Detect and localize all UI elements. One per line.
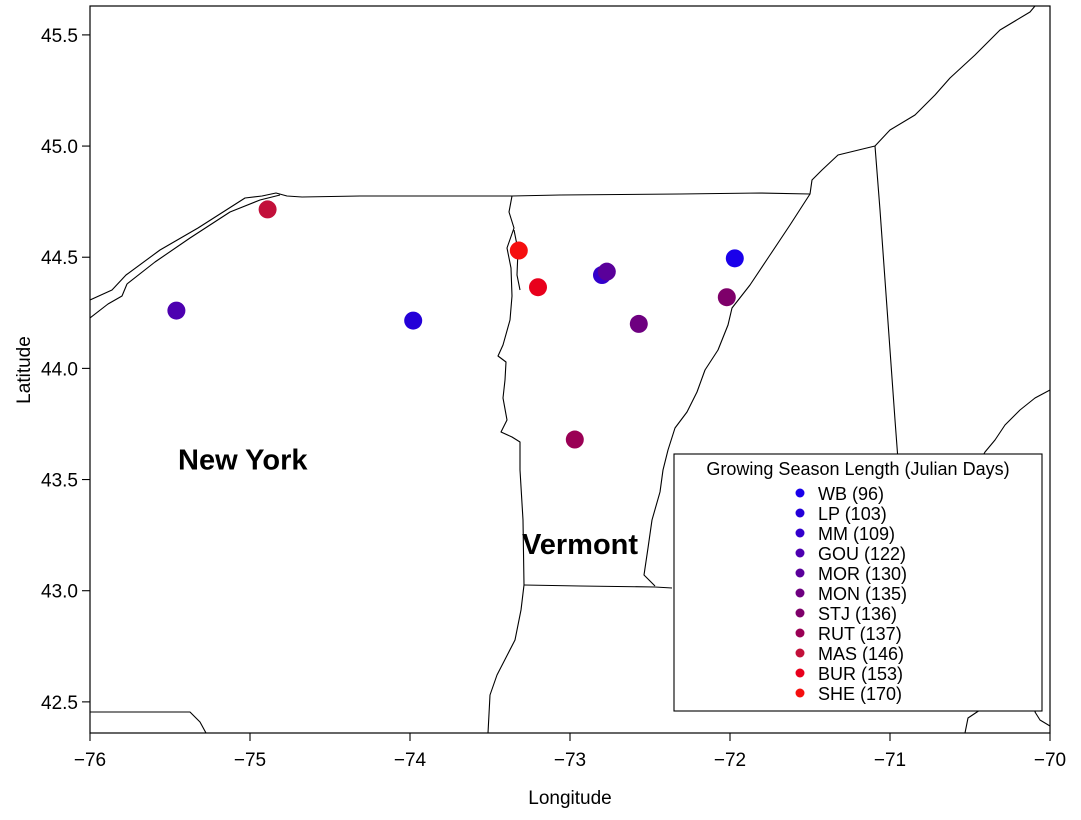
legend-marker xyxy=(795,648,805,658)
us-canada-border xyxy=(90,6,1036,301)
legend-label: MAS (146) xyxy=(818,644,904,664)
y-axis-title: Latitude xyxy=(14,336,35,404)
map-boundaries xyxy=(90,6,1050,733)
ny-vt-border xyxy=(487,195,525,733)
station-point xyxy=(629,314,648,333)
x-axis-title: Longitude xyxy=(528,788,611,809)
y-axis: 42.5 43.0 43.5 44.0 44.5 45.0 45.5 xyxy=(41,26,90,714)
region-label: New York xyxy=(178,445,308,477)
legend-marker xyxy=(795,608,805,618)
region-label: Vermont xyxy=(522,529,638,561)
legend-label: RUT (137) xyxy=(818,624,902,644)
legend-label: WB (96) xyxy=(818,484,884,504)
x-tick-label: −73 xyxy=(554,750,586,771)
legend-label: LP (103) xyxy=(818,504,887,524)
legend-marker xyxy=(795,548,805,558)
y-tick-label: 44.0 xyxy=(41,359,78,380)
lake-champlain-shore xyxy=(513,229,521,291)
legend-marker xyxy=(795,528,805,538)
y-tick-label: 42.5 xyxy=(41,693,78,714)
vt-ma-border xyxy=(523,584,673,589)
station-point xyxy=(725,249,744,268)
legend-title: Growing Season Length (Julian Days) xyxy=(706,459,1009,479)
station-point xyxy=(404,311,423,330)
region-labels: New York Vermont xyxy=(178,445,638,561)
y-tick-label: 44.5 xyxy=(41,248,78,269)
vt-nh-border xyxy=(643,193,811,587)
legend-label: MM (109) xyxy=(818,524,895,544)
legend-marker xyxy=(795,508,805,518)
x-tick-label: −72 xyxy=(714,750,746,771)
legend-label: MOR (130) xyxy=(818,564,907,584)
nh-me-border xyxy=(874,145,899,461)
y-tick-label: 45.0 xyxy=(41,137,78,158)
y-tick-label: 43.5 xyxy=(41,471,78,492)
legend-marker xyxy=(795,588,805,598)
station-point xyxy=(717,288,736,307)
legend-marker xyxy=(795,568,805,578)
legend-marker xyxy=(795,488,805,498)
y-tick-label: 45.5 xyxy=(41,26,78,47)
station-point xyxy=(529,278,547,297)
station-points xyxy=(167,200,744,449)
ny-pa-border xyxy=(90,711,207,733)
legend: Growing Season Length (Julian Days) WB (… xyxy=(673,453,1043,712)
x-axis: −76 −75 −74 −73 −72 −71 −70 xyxy=(74,733,1066,771)
legend-marker xyxy=(795,628,805,638)
station-point xyxy=(597,262,616,281)
station-point xyxy=(258,200,277,219)
x-tick-label: −74 xyxy=(394,750,427,771)
legend-box xyxy=(673,453,1043,712)
y-tick-label: 43.0 xyxy=(41,582,78,603)
legend-label: SHE (170) xyxy=(818,684,902,704)
lower-nh-border xyxy=(964,709,981,733)
station-point xyxy=(509,241,528,260)
upper-shoreline xyxy=(90,194,281,319)
legend-marker xyxy=(795,668,805,678)
x-tick-label: −71 xyxy=(874,750,906,771)
x-tick-label: −76 xyxy=(74,750,106,771)
legend-label: GOU (122) xyxy=(818,544,906,564)
station-point xyxy=(565,430,584,449)
legend-label: STJ (136) xyxy=(818,604,897,624)
legend-items: WB (96)LP (103)MM (109)GOU (122)MOR (130… xyxy=(795,484,907,704)
station-point xyxy=(167,301,186,320)
x-tick-label: −70 xyxy=(1034,750,1066,771)
legend-marker xyxy=(795,688,805,698)
legend-label: BUR (153) xyxy=(818,664,903,684)
x-tick-label: −75 xyxy=(234,750,266,771)
legend-label: MON (135) xyxy=(818,584,907,604)
